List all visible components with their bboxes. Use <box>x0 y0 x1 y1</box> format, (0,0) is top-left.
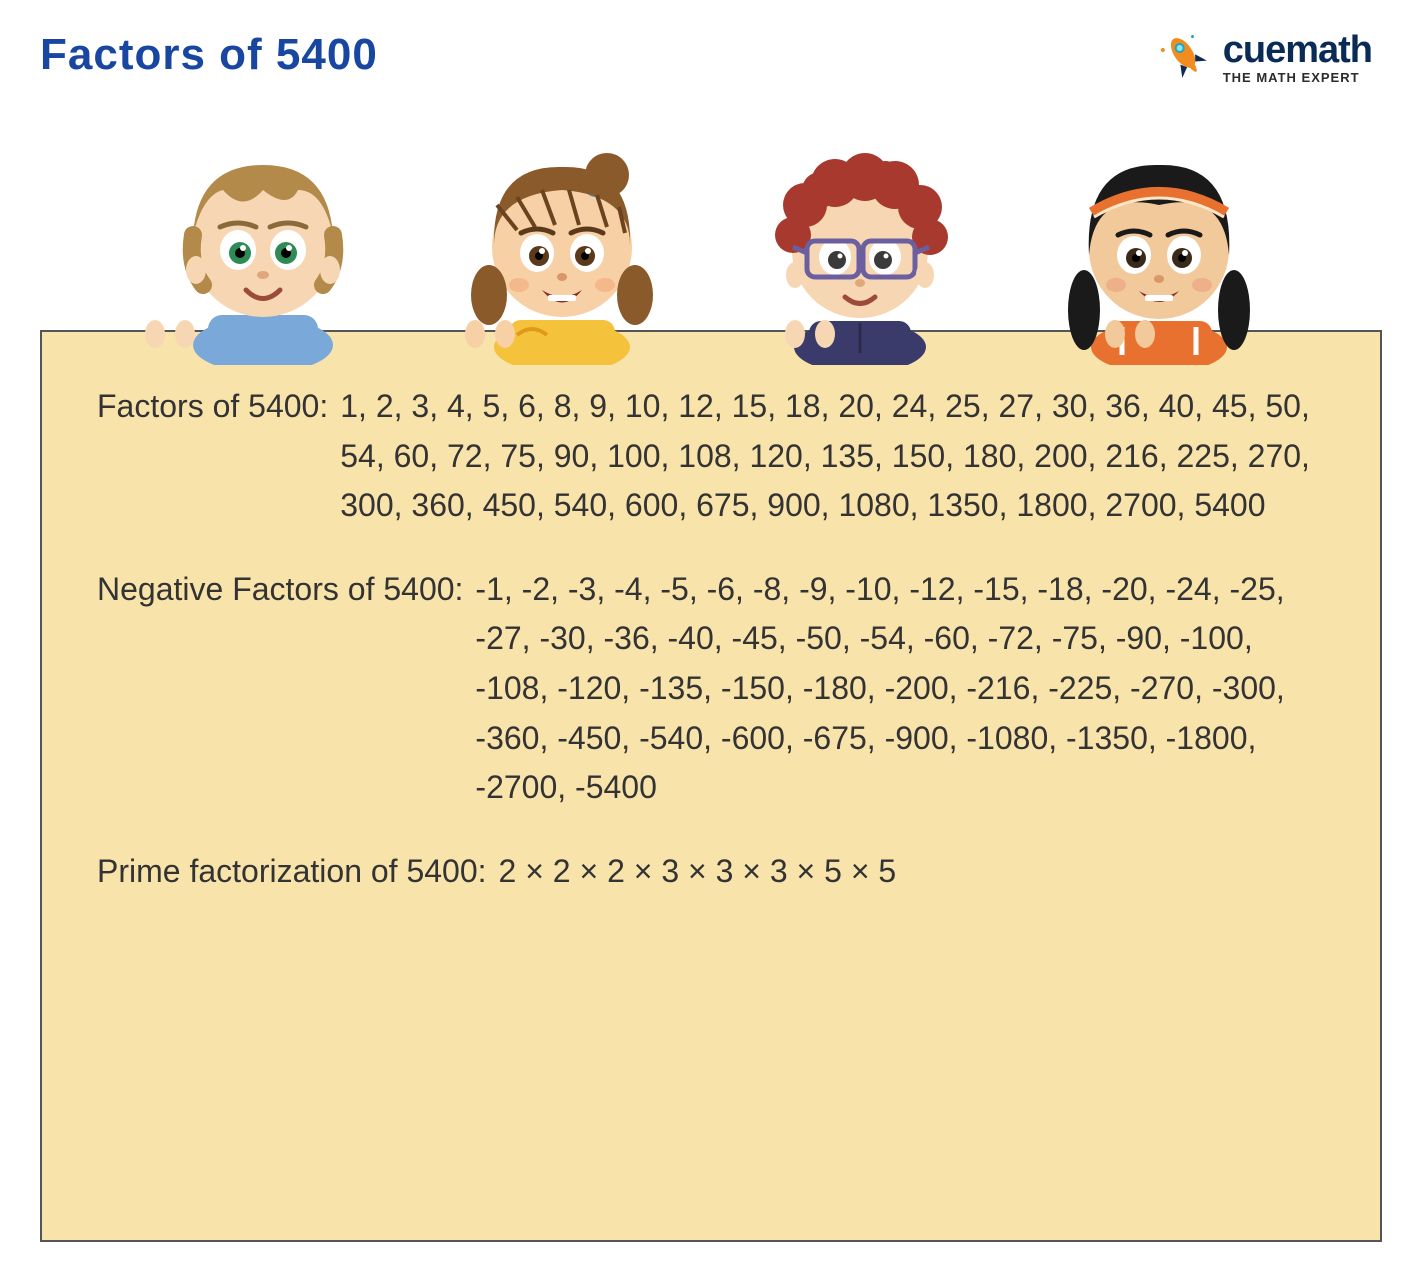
rocket-icon <box>1159 30 1213 84</box>
logo-brand-text: cuemath <box>1223 31 1372 69</box>
content-board: Factors of 5400: 1, 2, 3, 4, 5, 6, 8, 9,… <box>40 330 1382 1242</box>
hand-icon <box>1100 312 1160 350</box>
factors-label: Factors of 5400: <box>97 382 328 432</box>
factors-section: Factors of 5400: 1, 2, 3, 4, 5, 6, 8, 9,… <box>97 382 1325 531</box>
negative-factors-values: -1, -2, -3, -4, -5, -6, -8, -9, -10, -12… <box>475 565 1325 813</box>
factors-values: 1, 2, 3, 4, 5, 6, 8, 9, 10, 12, 15, 18, … <box>340 382 1325 531</box>
prime-factorization-value: 2 × 2 × 2 × 3 × 3 × 3 × 5 × 5 <box>499 847 1325 897</box>
kids-row <box>0 135 1422 365</box>
prime-factorization-label: Prime factorization of 5400: <box>97 847 487 897</box>
negative-factors-label: Negative Factors of 5400: <box>97 565 463 615</box>
hand-icon <box>140 312 200 350</box>
page-title: Factors of 5400 <box>40 30 378 80</box>
hand-icon <box>460 312 520 350</box>
hand-icon <box>780 312 840 350</box>
logo-tagline: THE MATH EXPERT <box>1223 71 1372 84</box>
negative-factors-section: Negative Factors of 5400: -1, -2, -3, -4… <box>97 565 1325 813</box>
brand-logo: cuemath THE MATH EXPERT <box>1159 30 1372 84</box>
prime-factorization-section: Prime factorization of 5400: 2 × 2 × 2 ×… <box>97 847 1325 897</box>
